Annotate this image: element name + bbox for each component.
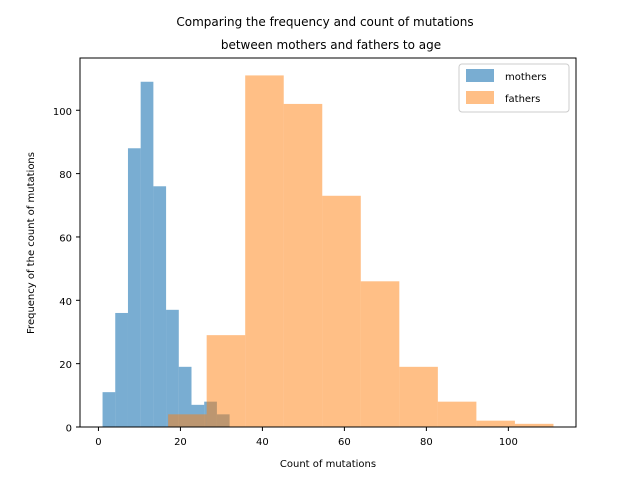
x-tick-label: 40 (256, 437, 269, 448)
fathers-bar-0 (168, 414, 207, 427)
fathers-bar-6 (399, 366, 438, 427)
fathers-bar-2 (245, 75, 284, 428)
mothers-bar-3 (140, 81, 154, 427)
chart-title-line-1: Comparing the frequency and count of mut… (176, 15, 473, 29)
legend-label-fathers: fathers (505, 94, 540, 105)
legend-swatch-mothers (466, 69, 494, 82)
mothers-bar-5 (166, 309, 179, 427)
mothers-bar-6 (178, 366, 192, 427)
fathers-bar-8 (476, 420, 515, 427)
legend-label-mothers: mothers (505, 72, 547, 83)
x-tick-label: 60 (338, 437, 351, 448)
legend-swatch-fathers (466, 91, 494, 104)
x-tick-label: 20 (174, 437, 187, 448)
mothers-bar-2 (127, 148, 141, 427)
y-tick-label: 100 (53, 107, 72, 118)
fathers-bar-7 (437, 401, 477, 427)
y-tick-label: 80 (59, 170, 72, 181)
fathers-bar-1 (206, 335, 246, 427)
fathers-bar-3 (283, 103, 323, 428)
fathers-bar-9 (514, 423, 554, 427)
mothers-bar-0 (102, 392, 116, 427)
x-tick-label: 0 (95, 437, 101, 448)
legend: mothers fathers (458, 63, 570, 113)
y-axis-label: Frequency of the count of mutations (26, 152, 37, 334)
y-tick-label: 60 (59, 233, 72, 244)
fathers-bar-4 (322, 195, 361, 427)
x-tick-label: 80 (420, 437, 433, 448)
plot-area-frame (79, 57, 577, 428)
fathers-bar-5 (360, 281, 400, 427)
y-tick-label: 40 (59, 297, 72, 308)
x-axis-label: Count of mutations (280, 459, 376, 470)
mothers-bar-1 (115, 312, 128, 427)
y-axis-ticks: 0 20 40 60 80 100 (53, 107, 80, 435)
bars-layer (102, 75, 554, 428)
x-axis-ticks: 0 20 40 60 80 100 (95, 427, 518, 448)
chart-title-line-2: between mothers and fathers to age (221, 38, 441, 52)
y-tick-label: 0 (66, 424, 72, 435)
x-tick-label: 100 (499, 437, 518, 448)
mothers-bar-4 (153, 186, 167, 427)
y-tick-label: 20 (59, 360, 72, 371)
